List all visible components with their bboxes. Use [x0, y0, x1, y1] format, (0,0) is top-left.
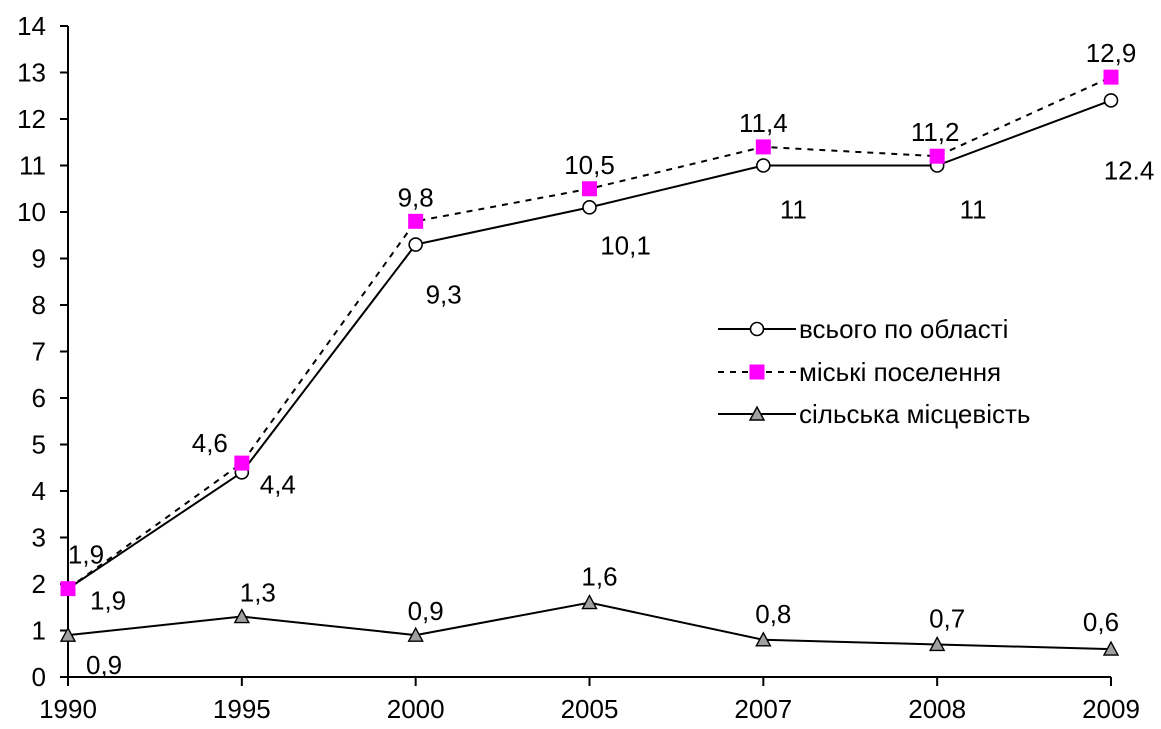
total-series-marker [1103, 93, 1119, 108]
urban-series-data-label: 11,4 [739, 108, 788, 138]
rural-series [59, 594, 1120, 656]
legend-label: всього по області [799, 314, 1008, 344]
legend-marker [749, 364, 765, 380]
total-series-data-label: 1,9 [90, 586, 126, 616]
rural-series-marker [581, 594, 598, 610]
rural-series-data-label: 1,3 [240, 578, 276, 608]
y-tick-label: 12 [17, 104, 46, 134]
y-tick-label: 7 [32, 337, 46, 367]
rural-series-data-label: 0,7 [929, 603, 965, 633]
urban-series-marker [929, 148, 945, 164]
x-tick-label: 2000 [387, 694, 445, 724]
legend-item: міські поселення [718, 357, 1001, 387]
y-tick-label: 1 [32, 616, 46, 646]
legend-marker [748, 405, 766, 421]
x-tick-label: 2005 [561, 694, 619, 724]
y-tick-label: 2 [32, 569, 46, 599]
legend-item: всього по області [718, 314, 1008, 344]
total-series-marker [582, 200, 597, 215]
urban-series-marker [408, 213, 424, 229]
y-tick-label: 3 [32, 523, 46, 553]
rural-series-marker [928, 635, 946, 652]
legend-label: сільська місцевість [799, 399, 1030, 429]
total-series-data-label: 4,4 [260, 469, 296, 499]
urban-series-marker [1103, 69, 1119, 85]
urban-series-data-label: 1,9 [68, 540, 104, 570]
x-tick-label: 2008 [908, 694, 966, 724]
total-series-data-label: 10,1 [600, 230, 651, 260]
total-series-marker [408, 237, 423, 252]
urban-series-data-label: 9,8 [398, 182, 434, 212]
legend-label: міські поселення [799, 357, 1001, 387]
y-tick-label: 13 [17, 58, 46, 88]
urban-series-data-label: 10,5 [564, 150, 615, 180]
rural-series-data-label: 0,9 [86, 650, 122, 680]
x-tick-label: 1995 [213, 694, 271, 724]
total-series-data-label: 9,3 [426, 280, 462, 310]
legend-item: сільська місцевість [718, 399, 1030, 429]
rural-series-data-label: 0,8 [755, 599, 791, 629]
urban-series-data-label: 11,2 [911, 117, 960, 147]
y-tick-label: 11 [19, 151, 46, 181]
rural-series-data-label: 1,6 [581, 562, 617, 592]
y-tick-label: 5 [32, 430, 46, 460]
total-series-data-label: 11 [780, 195, 807, 225]
urban-series-data-label: 12,9 [1086, 38, 1137, 68]
rural-series-marker [1102, 640, 1120, 656]
series-layer [59, 69, 1120, 656]
x-tick-label: 2007 [734, 694, 792, 724]
y-tick-label: 6 [32, 383, 46, 413]
total-series-data-label: 12.4 [1104, 155, 1155, 185]
legend: всього по області міські поселення сільськ… [718, 314, 1030, 429]
urban-series-data-label: 4,6 [192, 428, 228, 458]
urban-series-marker [582, 181, 597, 197]
total-series-data-label: 11 [960, 195, 987, 225]
urban-series-marker [234, 455, 250, 471]
rural-series-data-label: 0,6 [1083, 607, 1119, 637]
legend-marker [749, 321, 765, 337]
rural-series-data-label: 0,9 [408, 596, 444, 626]
x-tick-label: 1990 [39, 694, 97, 724]
rural-series-marker [755, 631, 772, 647]
y-tick-label: 9 [32, 244, 46, 274]
x-axis-ticks: 1990 1995 2000 2005 2007 2008 2009 [39, 677, 1140, 724]
x-tick-label: 2009 [1082, 694, 1140, 724]
urban-series [60, 69, 1119, 597]
urban-series-marker [755, 139, 771, 155]
urban-series-marker [60, 581, 76, 597]
rural-series-marker [59, 626, 77, 642]
total-series-marker [756, 158, 771, 173]
rural-series-marker [233, 608, 251, 624]
y-tick-label: 8 [32, 290, 46, 320]
data-labels: 1,9 4,4 9,3 10,1 11 11 12.4 1,9 4,6 9,8 10,5 11,4 11… [68, 38, 1154, 680]
rural-series-marker [407, 626, 424, 642]
y-tick-label: 10 [17, 197, 46, 227]
y-tick-label: 0 [32, 662, 46, 692]
y-tick-label: 4 [32, 476, 46, 506]
y-tick-label: 14 [17, 11, 46, 41]
